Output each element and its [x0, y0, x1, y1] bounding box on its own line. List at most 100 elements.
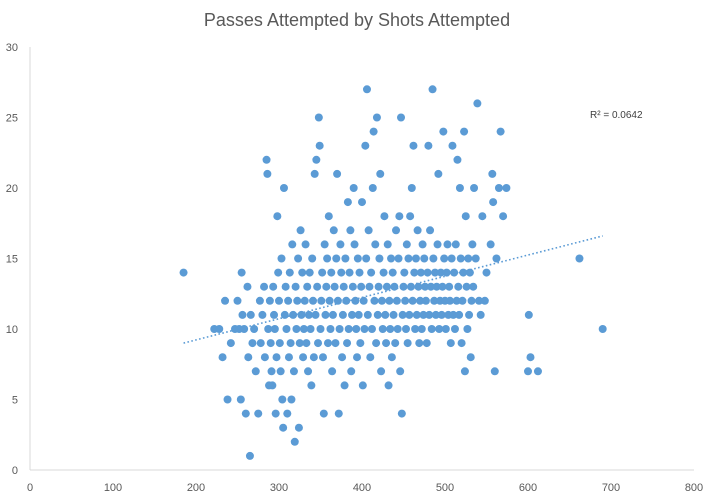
data-point — [326, 325, 335, 333]
data-point — [248, 339, 257, 348]
data-point — [283, 409, 292, 418]
data-point — [368, 184, 377, 192]
data-point — [282, 325, 291, 333]
data-point — [410, 268, 419, 277]
data-point — [266, 339, 275, 348]
data-point — [418, 240, 427, 249]
data-point — [330, 282, 339, 291]
data-point — [404, 254, 413, 263]
data-point — [465, 310, 474, 319]
data-point — [291, 282, 300, 291]
data-point — [336, 240, 345, 249]
data-point — [364, 226, 373, 235]
data-point — [280, 310, 289, 319]
data-point — [362, 254, 371, 263]
data-point — [367, 325, 376, 333]
data-point — [494, 184, 503, 192]
x-tick-label: 300 — [270, 482, 288, 494]
data-point — [351, 296, 360, 305]
data-point — [223, 395, 232, 404]
data-point — [305, 268, 314, 277]
data-point — [392, 296, 401, 305]
data-point — [381, 310, 390, 319]
data-point — [397, 409, 406, 418]
data-point — [524, 367, 532, 376]
y-tick-label: 15 — [6, 254, 18, 266]
data-point — [380, 212, 389, 221]
data-point — [377, 296, 386, 305]
data-point — [270, 325, 279, 333]
data-point — [424, 141, 433, 150]
data-point — [357, 282, 366, 291]
data-point — [270, 310, 279, 319]
data-point — [442, 268, 451, 277]
data-point — [286, 339, 295, 348]
data-point — [422, 339, 431, 348]
data-point — [476, 310, 485, 319]
data-point — [431, 268, 440, 277]
y-tick-label: 30 — [6, 42, 18, 54]
data-point — [434, 169, 443, 178]
data-point — [486, 240, 495, 249]
data-point — [361, 141, 370, 150]
data-point — [348, 282, 357, 291]
data-point — [302, 339, 311, 348]
data-point — [338, 310, 347, 319]
data-point — [316, 325, 325, 333]
data-point — [470, 184, 479, 192]
data-point — [339, 282, 348, 291]
data-point — [332, 254, 341, 263]
data-point — [428, 85, 437, 94]
data-point — [317, 296, 326, 305]
data-point — [451, 240, 460, 249]
data-point — [246, 310, 255, 319]
data-point — [459, 268, 468, 277]
data-point — [400, 268, 409, 277]
data-point — [353, 254, 362, 263]
data-point — [382, 339, 391, 348]
data-point — [475, 296, 484, 305]
y-tick-label: 0 — [12, 465, 18, 477]
data-point — [279, 184, 288, 192]
data-point — [413, 226, 422, 235]
data-point — [468, 240, 477, 249]
data-point — [296, 226, 305, 235]
data-point — [284, 296, 293, 305]
data-point — [328, 367, 337, 376]
data-point — [331, 339, 340, 348]
data-point — [432, 282, 441, 291]
data-point — [301, 240, 310, 249]
data-point — [292, 325, 301, 333]
data-point — [314, 113, 323, 122]
x-tick-label: 0 — [27, 482, 33, 494]
data-point — [370, 296, 379, 305]
data-point — [343, 198, 352, 207]
data-point — [238, 310, 247, 319]
data-point — [310, 169, 319, 178]
data-point — [299, 325, 308, 333]
data-point — [445, 282, 454, 291]
data-point — [387, 254, 396, 263]
data-point — [466, 353, 475, 362]
data-point — [288, 240, 297, 249]
data-point — [403, 339, 412, 348]
x-tick-label: 800 — [685, 482, 703, 494]
data-point — [309, 296, 318, 305]
x-axis-tick-labels: 0 100 200 300 400 500 600 700 800 — [27, 482, 703, 494]
data-point — [353, 353, 362, 362]
data-point — [402, 240, 411, 249]
data-point — [293, 296, 302, 305]
data-point — [218, 353, 227, 362]
data-point — [406, 282, 415, 291]
x-tick-label: 100 — [104, 482, 122, 494]
data-point — [285, 268, 294, 277]
data-point — [363, 310, 372, 319]
axes — [29, 47, 694, 471]
data-point — [443, 240, 452, 249]
data-point — [399, 282, 408, 291]
data-point — [499, 212, 508, 221]
data-point — [452, 296, 461, 305]
y-axis-tick-labels: 0 5 10 15 20 25 30 — [6, 42, 18, 477]
data-point — [324, 212, 333, 221]
